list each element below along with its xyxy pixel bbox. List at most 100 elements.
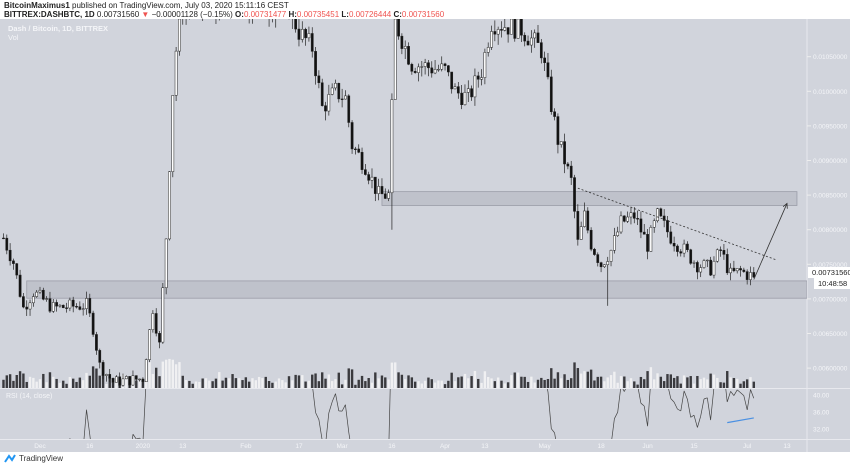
volume-bar bbox=[178, 362, 181, 388]
candle-down bbox=[8, 249, 12, 262]
volume-bar bbox=[430, 379, 433, 388]
volume-bar bbox=[390, 362, 394, 388]
candle-down bbox=[752, 272, 756, 278]
volume-bar bbox=[653, 379, 656, 388]
candle-down bbox=[141, 378, 145, 383]
volume-bar bbox=[55, 378, 58, 388]
candle-down bbox=[593, 248, 596, 255]
price-tick-label: 0.00750000 bbox=[813, 262, 848, 269]
candle-down bbox=[41, 289, 45, 300]
candle-down bbox=[672, 243, 676, 247]
volume-bar bbox=[135, 380, 138, 388]
volume-bar bbox=[579, 373, 583, 388]
volume-bar bbox=[566, 379, 570, 388]
candle-up bbox=[300, 29, 304, 40]
volume-bar bbox=[407, 375, 410, 388]
volume-bar bbox=[516, 372, 520, 388]
candle-up bbox=[626, 216, 629, 222]
candle-down bbox=[18, 274, 22, 297]
volume-bar bbox=[38, 379, 42, 388]
volume-bar bbox=[201, 378, 204, 388]
candle-down bbox=[360, 152, 364, 170]
tradingview-logo-icon bbox=[4, 454, 16, 463]
candle-up bbox=[138, 378, 141, 381]
rsi-tick-label: 36.00 bbox=[813, 410, 830, 417]
candle-up bbox=[307, 33, 311, 39]
volume-bar bbox=[158, 376, 161, 388]
volume-bar bbox=[649, 367, 653, 388]
candle-down bbox=[553, 111, 556, 117]
volume-bar bbox=[400, 374, 404, 388]
volume-bar bbox=[639, 376, 643, 388]
candle-up bbox=[171, 95, 175, 172]
volume-bar bbox=[384, 377, 387, 388]
candle-down bbox=[742, 269, 746, 272]
volume-bar bbox=[510, 375, 513, 388]
candle-down bbox=[95, 334, 98, 351]
volume-bar bbox=[271, 382, 274, 388]
volume-bar bbox=[656, 373, 659, 388]
candle-up bbox=[85, 298, 88, 309]
volume-bar bbox=[447, 380, 450, 388]
volume-bar bbox=[437, 380, 440, 388]
volume-bar bbox=[2, 379, 5, 388]
volume-bar bbox=[264, 376, 267, 388]
open-label: O: bbox=[235, 10, 244, 19]
candle-up bbox=[715, 249, 719, 262]
candle-up bbox=[124, 376, 128, 380]
volume-bar bbox=[297, 375, 301, 388]
candle-down bbox=[294, 19, 297, 30]
time-tick-label: 2020 bbox=[136, 443, 151, 450]
price-tick-label: 0.00950000 bbox=[813, 123, 848, 130]
candle-down bbox=[71, 299, 75, 307]
candle-up bbox=[105, 374, 108, 376]
volume-bar bbox=[490, 378, 493, 388]
volume-bar bbox=[752, 381, 755, 388]
candle-up bbox=[437, 68, 440, 71]
volume-bar bbox=[267, 381, 271, 388]
volume-bar bbox=[646, 371, 649, 388]
candle-down bbox=[506, 27, 510, 35]
price-tick-label: 0.00650000 bbox=[813, 331, 848, 338]
author[interactable]: BitcoinMaximus1 bbox=[4, 1, 70, 10]
price-chart[interactable]: 0.01050000 0.01000000 0.00950000 0.00900000… bbox=[0, 0, 850, 452]
candle-down bbox=[88, 298, 92, 314]
candle-up bbox=[466, 88, 470, 93]
volume-bar bbox=[238, 378, 241, 388]
footer: TradingView bbox=[4, 453, 63, 464]
candle-down bbox=[549, 76, 553, 112]
candle-down bbox=[745, 271, 749, 280]
candle-down bbox=[642, 231, 646, 235]
candle-down bbox=[15, 263, 19, 276]
volume-bar bbox=[284, 382, 287, 388]
time-tick-label: Jul bbox=[743, 443, 752, 450]
volume-bar bbox=[307, 380, 311, 388]
volume-bar bbox=[214, 378, 218, 388]
volume-bar bbox=[550, 368, 553, 388]
volume-bar bbox=[420, 383, 423, 388]
volume-bar bbox=[387, 379, 390, 388]
candle-up bbox=[533, 32, 537, 39]
candle-up bbox=[603, 264, 606, 268]
time-tick-label: 13 bbox=[481, 443, 489, 450]
candle-down bbox=[576, 211, 580, 240]
brand[interactable]: TradingView bbox=[19, 454, 64, 463]
low-value: 0.00726444 bbox=[348, 10, 392, 19]
volume-bar bbox=[556, 372, 560, 388]
candle-up bbox=[115, 376, 118, 383]
volume-bar bbox=[467, 378, 470, 388]
volume-bar bbox=[377, 378, 380, 388]
candle-down bbox=[676, 245, 679, 252]
support-zone bbox=[26, 280, 807, 299]
volume-bar bbox=[171, 359, 174, 388]
candle-up bbox=[619, 215, 623, 233]
volume-bar bbox=[261, 378, 264, 388]
volume-bar bbox=[702, 377, 706, 388]
candle-down bbox=[709, 259, 712, 276]
volume-bar bbox=[224, 377, 228, 388]
volume-bar bbox=[749, 377, 752, 388]
candle-down bbox=[586, 210, 590, 231]
volume-bar bbox=[576, 368, 580, 388]
volume-bar bbox=[560, 378, 563, 388]
volume-bar bbox=[457, 377, 460, 388]
